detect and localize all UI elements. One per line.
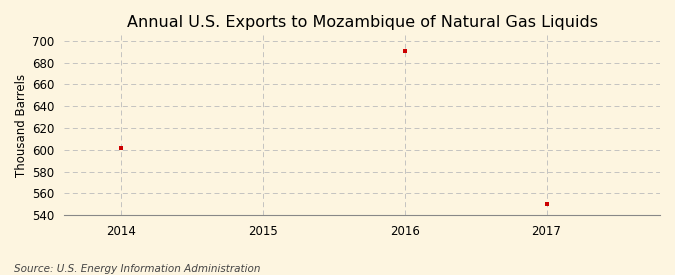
- Title: Annual U.S. Exports to Mozambique of Natural Gas Liquids: Annual U.S. Exports to Mozambique of Nat…: [127, 15, 597, 30]
- Text: Source: U.S. Energy Information Administration: Source: U.S. Energy Information Administ…: [14, 264, 260, 274]
- Point: [400, 48, 410, 53]
- Point: [115, 145, 126, 150]
- Point: [541, 202, 552, 207]
- Y-axis label: Thousand Barrels: Thousand Barrels: [15, 74, 28, 177]
